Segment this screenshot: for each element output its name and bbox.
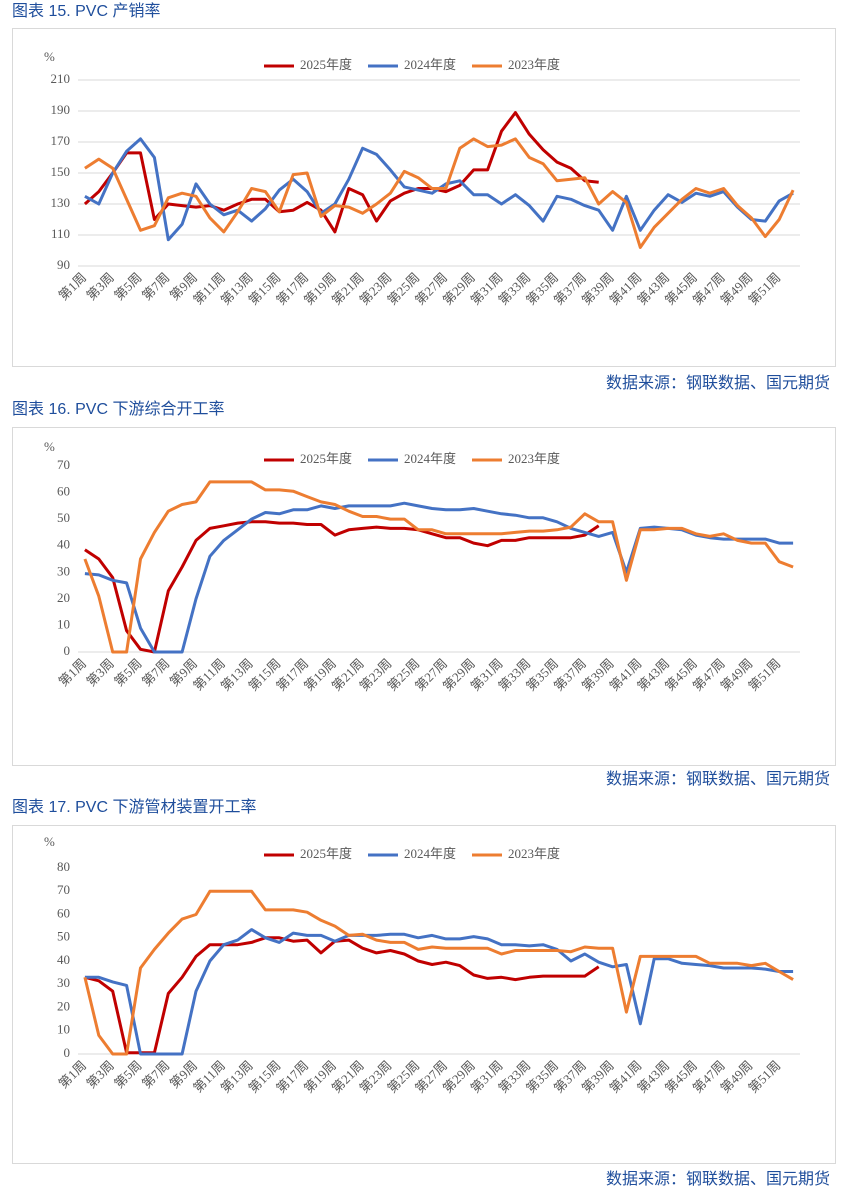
series-line	[84, 501, 794, 654]
source-note: 数据来源：钢联数据、国元期货	[606, 374, 830, 392]
y-tick-label: 50	[57, 929, 70, 944]
y-tick-label: 130	[51, 195, 71, 210]
figure-caption: 图表 17. PVC 下游管材装置开工率	[12, 798, 256, 816]
figure-caption: 图表 16. PVC 下游综合开工率	[12, 400, 224, 418]
y-axis-unit: %	[44, 834, 55, 849]
y-tick-label: 0	[64, 1045, 71, 1060]
x-tick-label: 第1周	[56, 270, 90, 304]
chart-frame	[12, 825, 836, 1164]
x-tick-label: 第3周	[83, 1058, 117, 1092]
x-tick-label: 第5周	[111, 656, 145, 690]
x-tick-label: 第1周	[56, 1058, 90, 1092]
legend-label: 2025年度	[300, 846, 352, 861]
y-tick-label: 90	[57, 257, 70, 272]
y-tick-label: 50	[57, 510, 70, 525]
y-tick-label: 20	[57, 998, 70, 1013]
x-tick-label: 第7周	[139, 270, 173, 304]
y-tick-label: 210	[51, 71, 71, 86]
source-note: 数据来源：钢联数据、国元期货	[606, 770, 830, 788]
y-tick-label: 40	[57, 537, 70, 552]
series-line	[83, 111, 599, 234]
x-tick-label: 第1周	[56, 656, 90, 690]
legend-label: 2024年度	[404, 451, 456, 466]
legend-label: 2023年度	[508, 57, 560, 72]
y-tick-label: 70	[57, 882, 70, 897]
y-tick-label: 0	[64, 643, 71, 658]
chart-frame	[12, 427, 836, 766]
x-tick-label: 第3周	[83, 656, 117, 690]
y-tick-label: 10	[57, 616, 70, 631]
y-axis-unit: %	[44, 439, 55, 454]
series-line	[84, 936, 600, 1055]
y-tick-label: 60	[57, 905, 70, 920]
y-tick-label: 60	[57, 484, 70, 499]
legend-label: 2024年度	[404, 846, 456, 861]
series-line	[84, 928, 794, 1056]
y-tick-label: 10	[57, 1022, 70, 1037]
y-tick-label: 80	[57, 859, 70, 874]
x-tick-label: 第51周	[745, 656, 783, 694]
legend-label: 2025年度	[300, 451, 352, 466]
legend-label: 2025年度	[300, 57, 352, 72]
y-tick-label: 150	[51, 164, 71, 179]
y-tick-label: 40	[57, 952, 70, 967]
x-tick-label: 第51周	[745, 1058, 783, 1096]
x-tick-label: 第7周	[139, 1058, 173, 1092]
series-line	[84, 137, 795, 249]
x-tick-label: 第5周	[111, 1058, 145, 1092]
x-tick-label: 第3周	[83, 270, 117, 304]
series-line	[83, 889, 794, 1056]
source-note: 数据来源：钢联数据、国元期货	[606, 1170, 830, 1188]
chart-frame	[12, 28, 836, 367]
legend-label: 2023年度	[508, 451, 560, 466]
y-tick-label: 70	[57, 457, 70, 472]
y-tick-label: 190	[51, 102, 71, 117]
x-tick-label: 第7周	[139, 656, 173, 690]
y-tick-label: 170	[51, 133, 71, 148]
y-tick-label: 30	[57, 975, 70, 990]
y-tick-label: 30	[57, 563, 70, 578]
figure-caption: 图表 15. PVC 产销率	[12, 2, 160, 20]
y-axis-unit: %	[44, 49, 55, 64]
series-line	[84, 520, 600, 654]
x-tick-label: 第5周	[111, 270, 145, 304]
x-tick-label: 第51周	[745, 270, 783, 308]
y-tick-label: 20	[57, 590, 70, 605]
series-line	[83, 480, 794, 654]
legend-label: 2024年度	[404, 57, 456, 72]
legend-label: 2023年度	[508, 846, 560, 861]
y-tick-label: 110	[51, 226, 70, 241]
